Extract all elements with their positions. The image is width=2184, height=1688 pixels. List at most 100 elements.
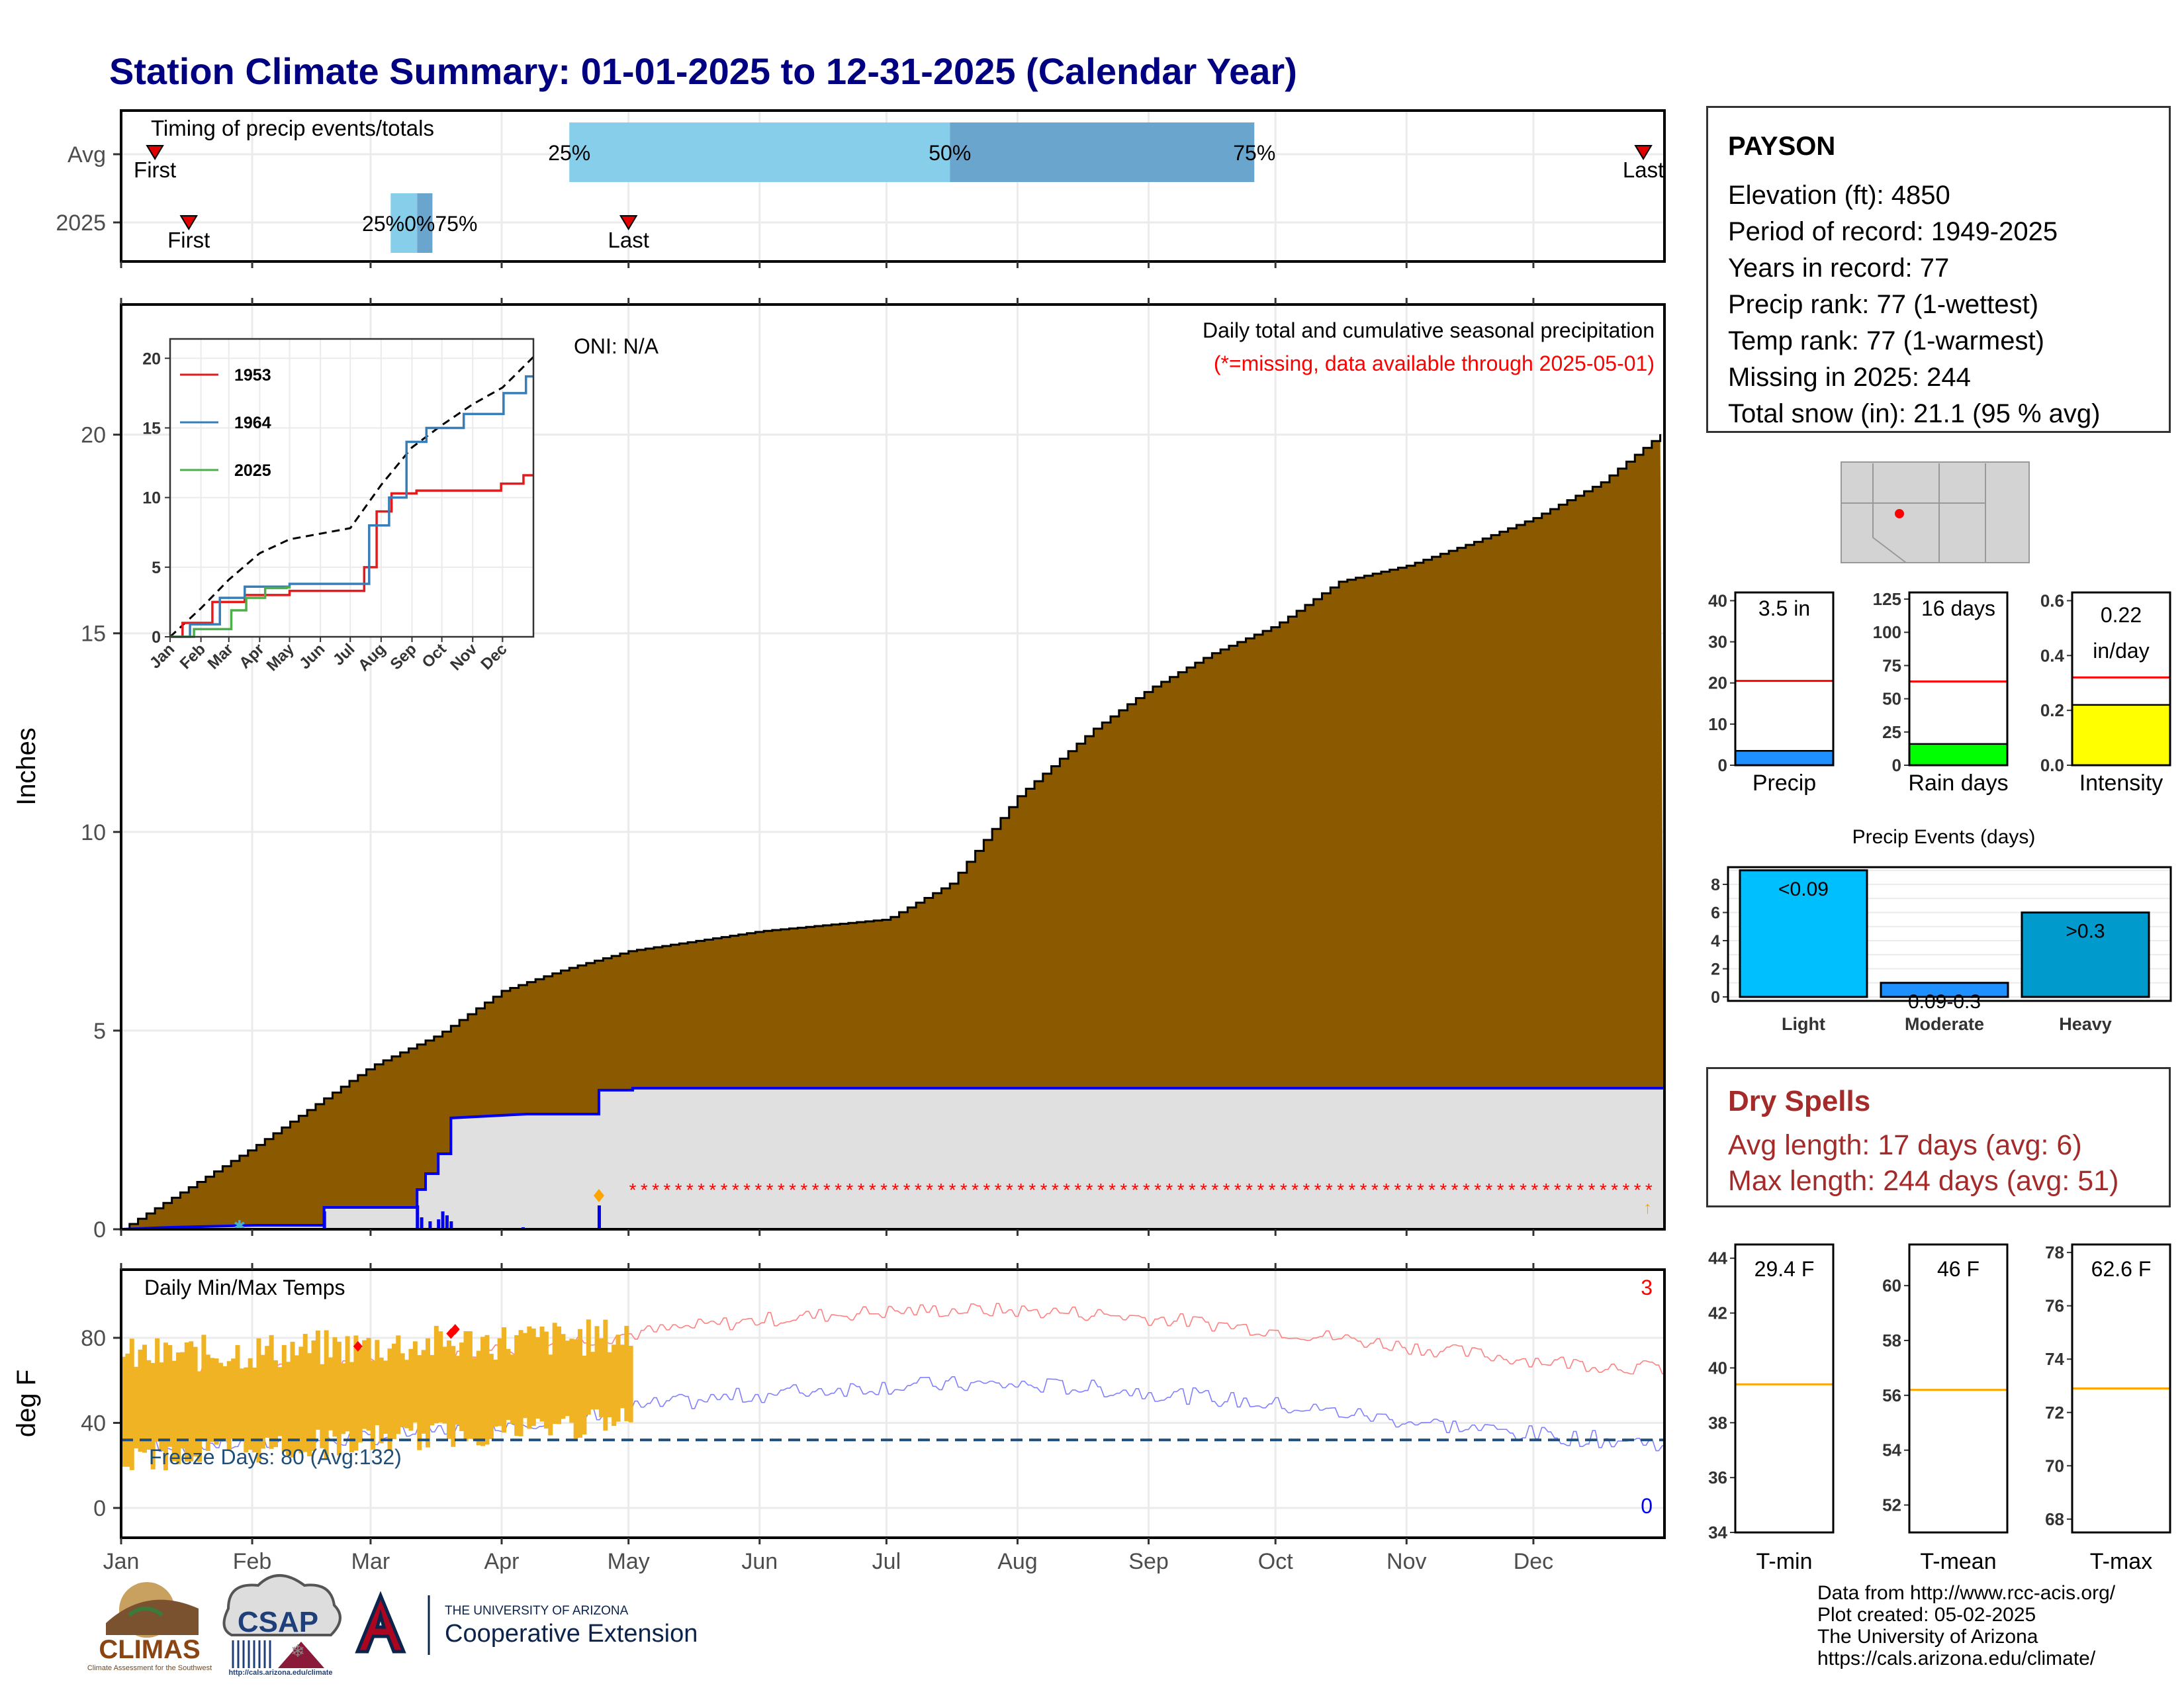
precip-y-tick-label: 10 [81,820,106,845]
missing-day-marker: * [983,1180,990,1200]
daily-temp-range-bar [244,1367,249,1453]
daily-temp-range-bar [320,1364,325,1448]
daily-temp-range-bar [383,1360,388,1434]
inset-y-tick-label: 10 [142,489,161,508]
missing-day-marker: * [1143,1180,1150,1200]
missing-day-marker: * [1531,1180,1538,1200]
missing-day-marker: * [641,1180,648,1200]
missing-day-marker: * [915,1180,922,1200]
events-y-tick-label: 0 [1711,988,1720,1007]
inset-series-line [170,375,533,638]
mini-temp-charts: 34 36 38 40 42 44 29.4 F T-min 52 54 56 58 60 46 F T-m… [1708,1243,2171,1574]
daily-precip-bar [441,1211,445,1229]
events-title: Precip Events (days) [1852,826,2036,848]
mini-temp-y-tick-label: 70 [2045,1456,2064,1476]
missing-day-marker: * [732,1180,739,1200]
station-name: PAYSON [1728,132,1836,161]
y2025-first-marker [179,215,198,230]
mini-temp-y-tick-label: 44 [1708,1248,1727,1268]
mini-temp-value-label: 29.4 F [1754,1257,1815,1281]
events-bar [1880,982,2009,998]
missing-day-marker: * [778,1180,785,1200]
inset-legend-label: 1964 [234,414,271,432]
daily-temp-range-bar [332,1337,338,1437]
avg-50-75-bar [950,122,1255,182]
dry-spells-avg: Avg length: 17 days (avg: 6) [1728,1129,2082,1161]
daily-temp-range-bar [527,1326,532,1429]
missing-day-marker: * [1052,1180,1059,1200]
daily-temp-range-bar [442,1346,447,1424]
missing-day-marker: * [1439,1180,1447,1200]
missing-day-marker: * [1337,1180,1344,1200]
csap-cloud-icon [222,1574,341,1636]
daily-temp-range-bar [582,1355,587,1434]
daily-temp-range-bar [433,1325,439,1423]
missing-day-marker: * [1520,1180,1527,1200]
daily-temp-range-bar [578,1329,583,1438]
missing-day-marker: * [835,1180,842,1200]
daily-temp-range-bar [146,1360,152,1450]
precip-y-tick-label: 15 [81,622,106,647]
missing-day-marker: * [903,1180,911,1200]
daily-temp-range-bar [417,1355,422,1450]
daily-temp-range-bar [201,1335,206,1442]
daily-temp-range-bar [294,1355,299,1451]
daily-temp-range-bar [138,1349,143,1452]
missing-day-marker: * [1348,1180,1355,1200]
daily-temp-range-bar [510,1354,515,1425]
timing-title: Timing of precip events/totals [151,116,434,140]
avg-p75-label: 75% [1233,141,1275,165]
daily-temp-range-bar [341,1363,346,1434]
daily-temp-range-bar [121,1356,126,1467]
daily-temp-range-bar [387,1348,392,1452]
daily-temp-range-bar [484,1335,490,1445]
station-location-dot [1895,509,1904,518]
station-precip-rank: Precip rank: 77 (1-wettest) [1728,290,2039,319]
month-label: Jan [103,1549,140,1574]
mini-precip-y-tick-label: 0.4 [2040,645,2065,665]
daily-temp-range-bar [218,1362,223,1442]
month-label: Oct [1258,1549,1293,1574]
mini-temp-y-tick-label: 40 [1708,1358,1727,1378]
mini-precip-border [1908,591,2009,767]
daily-precip-bar [597,1205,601,1229]
inset-y-tick-label: 0 [152,628,161,647]
missing-day-marker: * [1554,1180,1561,1200]
mini-precip-y-tick-label: 0.0 [2040,755,2064,775]
daily-precip-bar [420,1217,424,1229]
y2025-25-50-bar [390,193,418,253]
mini-precip-value-label: 0.22 [2101,603,2142,627]
daily-temp-range-bar [256,1338,261,1463]
mini-temp-y-tick-label: 60 [1882,1276,1901,1295]
daily-temp-range-bar [248,1358,253,1450]
daily-temp-range-bar [412,1341,418,1423]
daily-temp-range-bar [459,1342,465,1431]
precip-y-tick-label: 5 [93,1019,106,1044]
daily-temp-range-bar [561,1334,566,1419]
missing-day-marker: * [721,1180,728,1200]
missing-day-marker: * [743,1180,751,1200]
mini-precip-y-tick-label: 75 [1882,655,1901,675]
missing-day-marker: * [937,1180,944,1200]
missing-day-marker: * [1543,1180,1550,1200]
mini-temp-y-tick-label: 74 [2045,1349,2064,1369]
record-low-count: 0 [1641,1494,1653,1518]
daily-temp-range-bar [315,1331,320,1430]
missing-day-marker: * [1246,1180,1253,1200]
missing-day-marker: * [698,1180,705,1200]
station-period: Period of record: 1949-2025 [1728,217,2058,246]
month-label: Jun [741,1549,778,1574]
missing-day-marker: * [1063,1180,1070,1200]
missing-day-marker: * [869,1180,876,1200]
missing-day-marker: * [754,1180,762,1200]
credits: Data from http://www.rcc-acis.org/ Plot … [1817,1582,2115,1669]
events-bar [1739,869,1868,998]
daily-temp-range-bar [379,1357,384,1444]
daily-temp-range-bar [159,1362,164,1451]
inset-plot-area [170,339,533,637]
mini-precip-charts: 0 10 20 30 40 3.5 in Precip 0 25 50 75 100 125 16 day… [1708,589,2171,796]
missing-day-marker: * [1074,1180,1081,1200]
temps-y-tick-label: 0 [93,1496,106,1521]
missing-day-marker: * [949,1180,956,1200]
